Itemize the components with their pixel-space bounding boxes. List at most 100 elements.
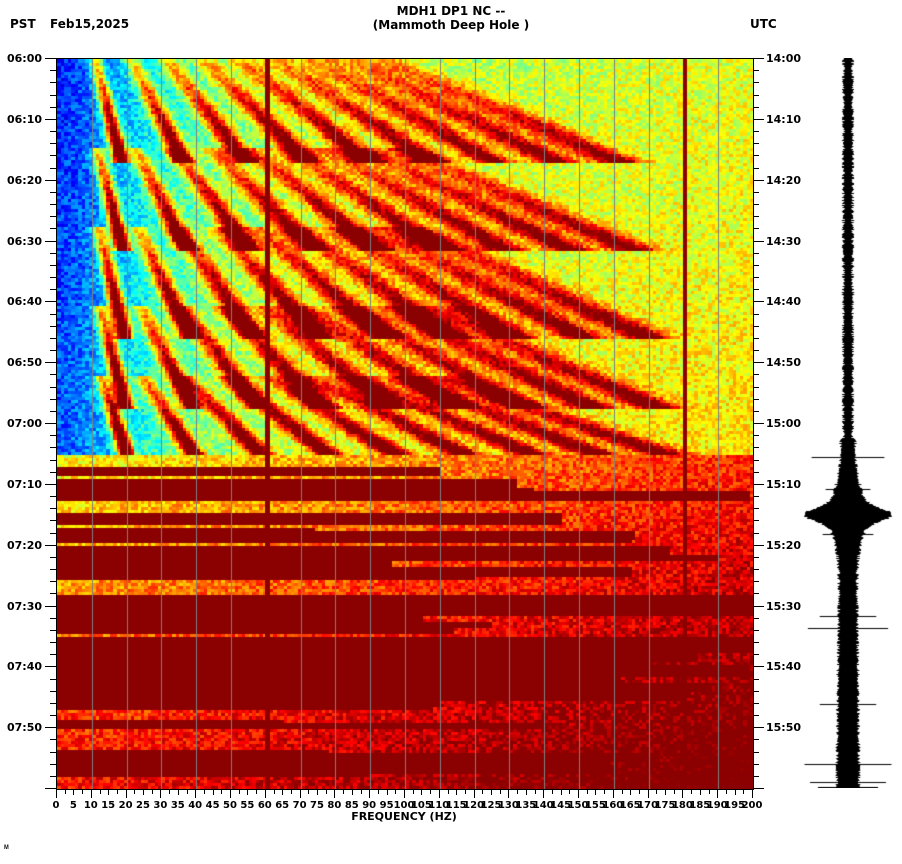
time-label-pst: 07:00 xyxy=(6,417,42,430)
frequency-tick xyxy=(247,789,249,795)
time-tick-minor xyxy=(753,350,759,351)
frequency-tick xyxy=(717,789,719,798)
frequency-tick xyxy=(699,789,701,795)
time-tick-major-pst xyxy=(45,240,56,242)
time-tick-major xyxy=(753,788,764,789)
frequency-label: 135 xyxy=(515,800,537,811)
time-tick-minor xyxy=(50,715,56,716)
frequency-tick xyxy=(334,789,336,798)
time-label-utc: 14:40 xyxy=(766,295,802,309)
frequency-label: 105 xyxy=(410,800,432,811)
frequency-tick-minor xyxy=(64,789,66,794)
frequency-label: 110 xyxy=(428,800,450,811)
time-tick-minor xyxy=(50,143,56,145)
frequency-tick xyxy=(752,789,753,798)
frequency-label: 150 xyxy=(567,800,589,811)
frequency-label: 165 xyxy=(619,800,641,811)
time-tick-minor xyxy=(50,763,56,765)
frequency-label: 195 xyxy=(724,800,746,811)
time-tick-minor xyxy=(50,581,56,583)
frequency-tick xyxy=(212,789,214,795)
corner-artifact: ᴍ xyxy=(4,842,9,851)
frequency-label: 5 xyxy=(69,800,77,811)
time-tick-minor xyxy=(753,131,759,132)
frequency-tick-minor xyxy=(621,789,623,794)
frequency-tick xyxy=(282,789,284,795)
time-tick-minor xyxy=(50,569,56,570)
frequency-tick xyxy=(612,789,614,798)
seismogram-canvas xyxy=(800,58,896,788)
frequency-label: 75 xyxy=(310,800,324,811)
time-tick-major-utc xyxy=(753,118,764,120)
time-label-utc: 15:20 xyxy=(766,538,802,552)
frequency-tick xyxy=(525,789,527,795)
time-tick-minor xyxy=(50,167,56,169)
time-tick-minor xyxy=(753,520,759,522)
frequency-tick-minor xyxy=(499,789,501,794)
time-label-utc: 14:30 xyxy=(766,234,802,248)
time-tick-minor xyxy=(50,435,56,437)
time-tick-minor xyxy=(50,751,56,753)
frequency-tick-minor xyxy=(586,789,588,794)
frequency-tick-minor xyxy=(238,789,240,794)
frequency-label: 190 xyxy=(706,800,728,811)
time-tick-minor xyxy=(753,228,759,230)
frequency-label: 95 xyxy=(379,800,394,811)
time-label-pst: 07:20 xyxy=(6,538,42,552)
time-tick-minor xyxy=(753,337,759,339)
frequency-tick xyxy=(665,789,666,795)
time-tick-minor xyxy=(753,763,759,765)
time-tick-minor xyxy=(753,593,759,595)
time-label-pst: 06:40 xyxy=(6,295,42,309)
frequency-label: 45 xyxy=(205,800,220,811)
time-tick-minor xyxy=(753,204,759,205)
frequency-label: 65 xyxy=(275,800,290,811)
frequency-tick-minor xyxy=(377,789,379,794)
frequency-tick xyxy=(160,789,162,798)
time-tick-minor xyxy=(753,191,759,193)
spectrogram-plot[interactable] xyxy=(56,58,754,790)
frequency-label: 175 xyxy=(654,800,676,811)
frequency-tick-minor xyxy=(551,789,553,794)
time-tick-major-utc xyxy=(753,483,764,485)
time-tick-minor xyxy=(50,374,56,376)
time-tick-minor xyxy=(50,94,56,96)
time-label-pst: 07:10 xyxy=(6,477,42,491)
date-label: Feb15,2025 xyxy=(50,17,130,31)
frequency-tick xyxy=(264,789,266,798)
frequency-tick xyxy=(647,789,649,798)
frequency-axis-title: FREQUENCY (HZ) xyxy=(351,810,457,823)
frequency-tick xyxy=(230,789,231,798)
frequency-tick xyxy=(404,789,405,798)
time-tick-minor xyxy=(50,228,56,230)
time-tick-major-pst xyxy=(45,544,56,546)
time-tick-major-pst xyxy=(45,301,56,303)
frequency-tick xyxy=(90,789,92,798)
frequency-tick xyxy=(595,789,597,795)
time-tick-minor xyxy=(753,410,759,412)
frequency-tick xyxy=(543,789,545,798)
time-tick-minor xyxy=(753,617,759,619)
time-label-pst: 06:20 xyxy=(6,173,42,187)
frequency-tick-minor xyxy=(82,789,84,794)
frequency-tick xyxy=(299,789,301,798)
time-tick-minor xyxy=(50,739,56,741)
time-tick-minor xyxy=(50,204,56,205)
time-tick-minor xyxy=(753,386,759,388)
time-tick-major-pst xyxy=(45,362,56,364)
frequency-tick xyxy=(560,789,562,795)
time-tick-minor xyxy=(50,131,56,132)
frequency-label: 180 xyxy=(671,800,693,811)
time-tick-major-pst xyxy=(45,179,56,181)
frequency-tick-minor xyxy=(395,789,397,794)
time-tick-minor xyxy=(753,70,759,72)
frequency-tick xyxy=(734,789,736,795)
time-label-utc: 15:00 xyxy=(766,417,802,430)
time-tick-minor xyxy=(50,191,56,193)
frequency-tick xyxy=(630,789,632,795)
time-label-pst: 06:30 xyxy=(6,234,42,248)
frequency-label: 145 xyxy=(550,800,572,811)
time-tick-minor xyxy=(50,629,56,631)
time-tick-minor xyxy=(50,775,56,777)
time-tick-minor xyxy=(50,216,56,218)
